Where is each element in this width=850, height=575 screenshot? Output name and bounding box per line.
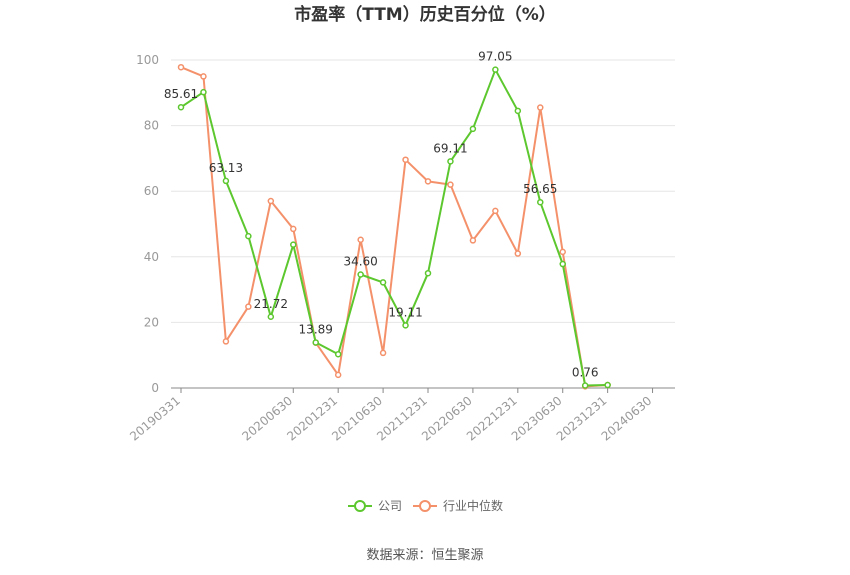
data-point[interactable] [290,225,297,233]
data-point[interactable] [245,232,252,240]
data-point[interactable] [402,322,409,329]
data-point[interactable] [222,177,230,185]
y-tick-label: 60 [144,184,159,198]
data-point[interactable] [267,197,275,205]
data-point[interactable] [379,349,387,357]
data-label: 0.76 [572,366,599,380]
data-label: 19.11 [388,305,422,319]
y-tick-label: 20 [144,315,159,329]
data-point[interactable] [177,103,185,111]
series-layer [177,63,611,390]
legend-label: 公司 [378,499,402,513]
data-point[interactable] [447,158,454,165]
data-point[interactable] [200,88,207,96]
x-tick-label: 20240630 [599,394,655,444]
data-point[interactable] [514,107,522,115]
data-point[interactable] [334,371,342,379]
data-point[interactable] [469,237,477,244]
data-point[interactable] [559,248,566,256]
data-point[interactable] [200,73,207,80]
y-tick-label: 80 [144,119,159,133]
data-label: 34.60 [343,255,377,269]
data-point[interactable] [581,382,589,389]
data-label: 63.13 [209,161,243,175]
data-label: 56.65 [523,182,557,196]
x-axis: 20190331 20200630202012312021063020211231… [127,387,675,444]
data-point[interactable] [447,181,454,188]
series-line-行业中位数 [180,66,608,388]
grid-lines [171,59,675,389]
y-tick-label: 0 [151,381,159,395]
legend-marker [354,500,366,512]
data-point[interactable] [357,236,364,243]
legend-item-industry[interactable]: 行业中位数 [413,498,503,513]
data-label: 97.05 [478,50,512,64]
data-point[interactable] [290,241,297,248]
data-point[interactable] [604,381,611,389]
legend-item-company[interactable]: 公司 [348,499,402,513]
source-note: 数据来源：恒生聚源 [366,548,483,563]
x-tick-label: 20190331 [127,394,183,444]
data-label: 85.61 [164,87,198,101]
y-tick-label: 40 [144,250,159,264]
data-point[interactable] [424,269,432,277]
data-point[interactable] [469,125,477,133]
y-axis: 0 20 40 60 80 100 [136,53,159,395]
chart-title: 市盈率（TTM）历史百分位（%） [294,4,556,25]
series-line-公司 [180,68,608,387]
data-labels: 85.61 63.13 21.72 13.89 34.60 19.11 69.11 97.05… [164,50,599,380]
data-label: 69.11 [433,141,467,155]
data-point[interactable] [492,66,499,73]
data-point[interactable] [334,350,342,358]
data-point[interactable] [537,198,544,206]
data-label: 13.89 [299,322,333,336]
data-point[interactable] [312,339,319,346]
data-point[interactable] [177,63,185,71]
legend-marker [419,500,431,512]
data-point[interactable] [537,104,544,111]
data-point[interactable] [379,279,387,286]
data-point[interactable] [424,178,432,185]
legend-label: 行业中位数 [443,498,503,513]
data-point[interactable] [514,250,522,257]
data-point[interactable] [402,156,409,163]
data-point[interactable] [267,313,275,321]
data-point[interactable] [559,260,566,268]
data-point[interactable] [357,271,364,278]
y-tick-label: 100 [136,53,159,67]
legend[interactable]: 公司 行业中位数 [348,498,503,513]
data-point[interactable] [222,338,230,345]
data-point[interactable] [245,303,252,310]
data-label: 21.72 [254,297,288,311]
data-point[interactable] [492,207,499,215]
